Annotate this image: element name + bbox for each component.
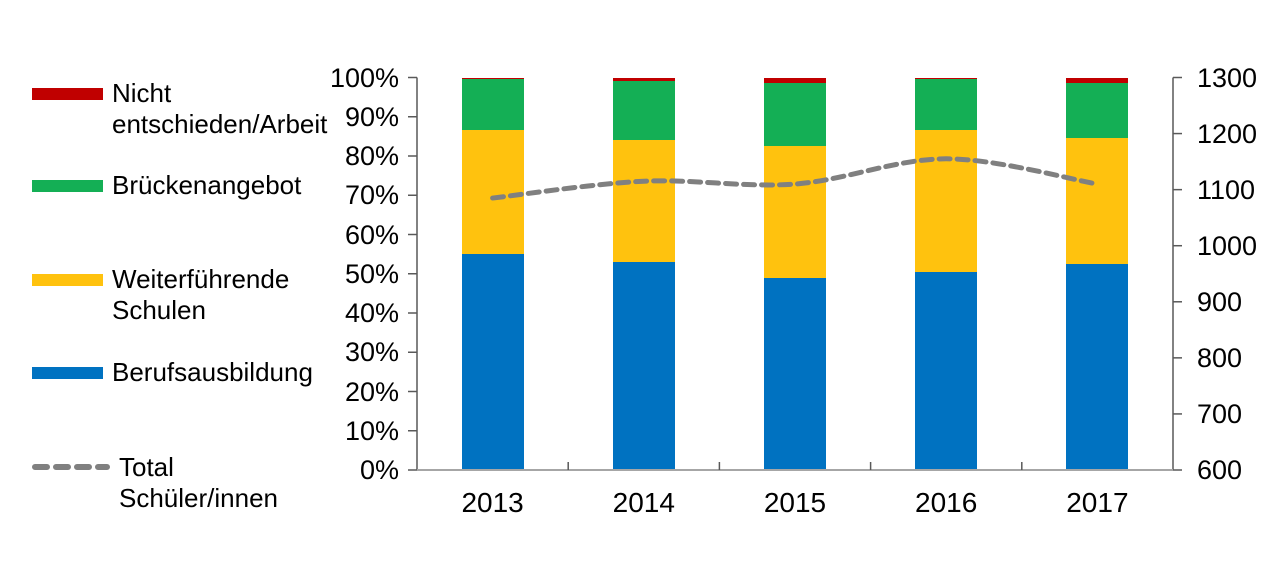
legend-color-swatch (32, 367, 103, 379)
legend-color-swatch (32, 88, 103, 100)
bar-segment-berufsausbildung-2016 (915, 271, 978, 470)
bar-segment-br-ckenangebot-2016 (915, 79, 978, 131)
legend-item-label: Total Schüler/innen (119, 452, 278, 514)
right-axis-tick-label: 700 (1197, 398, 1243, 429)
left-axis-tick-label: 0% (359, 455, 399, 485)
x-axis-category-label: 2014 (612, 487, 675, 518)
bar-segment-berufsausbildung-2013 (461, 254, 524, 470)
legend-item: Brückenangebot (32, 170, 301, 201)
bar-segment-br-ckenangebot-2013 (461, 79, 524, 131)
legend-item-label: Brückenangebot (112, 170, 301, 201)
legend-item-label: Weiterführende Schulen (112, 264, 289, 326)
bar-segment-nicht-entschieden-arbeit-2017 (1066, 77, 1129, 84)
legend-item: Total Schüler/innen (32, 452, 278, 514)
right-axis-tick-label: 1300 (1197, 62, 1258, 93)
bar-segment-nicht-entschieden-arbeit-2015 (764, 77, 826, 84)
bar-segment-weiterf-hrende-schulen-2013 (461, 130, 524, 255)
legend-color-swatch (32, 180, 103, 192)
legend-item: Berufsausbildung (32, 357, 313, 388)
legend-label-line: entschieden/Arbeit (112, 109, 328, 139)
left-axis-tick-label: 20% (344, 376, 399, 407)
legend-label-line: Berufsausbildung (112, 357, 313, 387)
legend-dashed-line-swatch (32, 452, 110, 484)
legend-label-line: Total (119, 452, 174, 482)
legend-item: Weiterführende Schulen (32, 264, 289, 326)
legend-label-line: Schüler/innen (119, 483, 278, 513)
legend-label-line: Weiterführende (112, 264, 290, 294)
bar-segment-weiterf-hrende-schulen-2014 (612, 140, 675, 262)
x-axis-category-label: 2015 (763, 487, 827, 518)
legend-label-line: Nicht (112, 78, 172, 108)
bar-segment-br-ckenangebot-2017 (1066, 83, 1129, 139)
bar-segment-nicht-entschieden-arbeit-2016 (915, 77, 978, 80)
right-axis-tick-label: 800 (1197, 342, 1243, 373)
left-axis-tick-label: 50% (344, 258, 399, 289)
right-axis-tick-label: 1100 (1197, 174, 1256, 205)
x-axis-category-label: 2017 (1066, 487, 1129, 518)
x-axis-category-label: 2013 (461, 487, 524, 518)
legend-color-swatch (32, 274, 103, 286)
bar-segment-berufsausbildung-2015 (764, 277, 826, 470)
legend-label-line: Schulen (112, 295, 206, 325)
legend-item-label: Nicht entschieden/Arbeit (112, 78, 327, 140)
legend-item: Nicht entschieden/Arbeit (32, 78, 327, 140)
left-axis-tick-label: 40% (344, 298, 399, 328)
bar-segment-berufsausbildung-2014 (612, 261, 675, 470)
right-axis-tick-label: 1200 (1197, 118, 1258, 149)
left-axis-tick-label: 30% (344, 337, 399, 368)
bar-segment-nicht-entschieden-arbeit-2014 (612, 77, 675, 82)
left-axis-tick-label: 10% (344, 415, 399, 446)
bar-segment-berufsausbildung-2017 (1066, 263, 1129, 470)
left-axis-tick-label: 70% (344, 180, 399, 211)
bar-segment-nicht-entschieden-arbeit-2013 (461, 77, 524, 80)
bar-segment-br-ckenangebot-2015 (764, 83, 826, 147)
bar-segment-weiterf-hrende-schulen-2015 (764, 146, 826, 278)
bar-segment-br-ckenangebot-2014 (612, 81, 675, 141)
legend-item-label: Berufsausbildung (112, 357, 313, 388)
right-axis-tick-label: 900 (1197, 286, 1243, 317)
bar-segment-weiterf-hrende-schulen-2017 (1066, 138, 1129, 264)
left-axis-tick-label: 80% (344, 141, 399, 171)
left-axis-tick-label: 90% (344, 101, 399, 132)
right-axis-tick-label: 1000 (1197, 230, 1258, 261)
bar-segment-weiterf-hrende-schulen-2016 (915, 130, 978, 272)
left-axis-tick-label: 100% (329, 62, 399, 93)
left-axis-tick-label: 60% (344, 219, 399, 250)
right-axis-tick-label: 600 (1197, 455, 1243, 485)
x-axis-category-label: 2016 (915, 487, 978, 518)
legend-label-line: Brückenangebot (112, 170, 302, 200)
